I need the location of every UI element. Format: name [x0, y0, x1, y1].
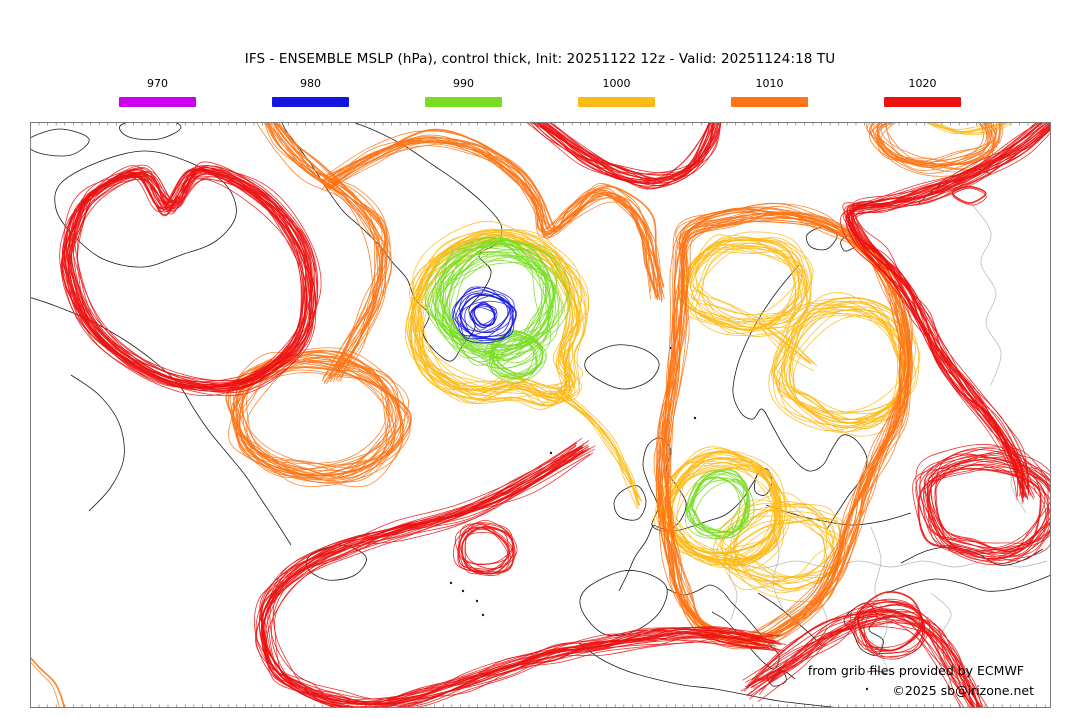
coast-denmark — [754, 468, 773, 496]
coast-newfoundland — [305, 544, 367, 581]
legend-swatch — [425, 97, 502, 107]
contour-bundle-yellow-ring-greenland — [404, 220, 590, 410]
legend-swatch — [731, 97, 808, 107]
contour-bundle-green-france-rings — [684, 468, 755, 540]
credit-ecmwf: from grib files provided by ECMWF — [807, 663, 1024, 678]
map-frame: from grib files provided by ECMWF ©2025 … — [30, 122, 1051, 708]
coast-arctic-island-1 — [31, 128, 90, 157]
coast-blacksea-south-coast — [886, 574, 1050, 594]
coast-north-africa-coast — [578, 642, 835, 707]
map-credits: from grib files provided by ECMWF ©2025 … — [808, 661, 1034, 701]
coast-arctic-island-2 — [119, 123, 182, 141]
credit-site: ©2025 sb@irizone.net — [892, 683, 1034, 698]
contour-bundle-yellow-tail-se — [548, 384, 643, 510]
contour-bundle-yellow-topright-strand — [925, 123, 1013, 136]
contour-bundle-orange-labrador-swirl — [225, 347, 412, 488]
coast-hudson-coast — [70, 374, 125, 512]
legend-item-980: 980 — [234, 77, 387, 107]
contour-bundle-yellow-europe-rings — [653, 446, 791, 572]
legend-item-1000: 1000 — [540, 77, 693, 107]
legend-label: 1010 — [755, 77, 784, 90]
contour-bundle-yellow-connector — [756, 319, 818, 372]
contour-bundle-orange-band-nw-a — [256, 123, 393, 385]
legend-label: 970 — [147, 77, 168, 90]
contour-bundle-red-c-atlantic — [253, 437, 787, 707]
pressure-legend: 970 980 990 1000 1010 1020 — [81, 77, 999, 107]
legend-label: 990 — [453, 77, 474, 90]
contour-bundle-green-greenland-blob — [424, 234, 571, 369]
border-border-lat — [730, 560, 1048, 569]
legend-label: 980 — [300, 77, 321, 90]
contour-bundle-red-greece-blob — [850, 591, 931, 660]
border-border-de — [728, 518, 738, 621]
coast-great-britain — [642, 437, 687, 532]
coast-ireland — [613, 485, 647, 521]
coast-biscay-coast — [618, 524, 654, 592]
contour-bundle-red-ring-canada — [59, 161, 322, 397]
legend-item-1010: 1010 — [693, 77, 846, 107]
legend-item-990: 990 — [387, 77, 540, 107]
legend-item-970: 970 — [81, 77, 234, 107]
contour-bundle-blue-knot — [451, 286, 517, 344]
coast-greenland — [281, 123, 503, 362]
contour-bundle-orange-corner-sw — [31, 656, 65, 707]
contour-bundle-orange-band-nw-b — [320, 128, 665, 303]
contour-bundle-blue-core — [469, 301, 498, 331]
contour-bundle-red-oval-barents — [951, 185, 987, 206]
contour-bundle-red-blacksea-swirl — [912, 443, 1050, 566]
coast-iberia — [579, 570, 668, 637]
coast-iceland — [584, 344, 660, 390]
island-dots — [449, 346, 869, 691]
legend-swatch — [884, 97, 961, 107]
coast-crete — [866, 670, 888, 675]
contour-bundle-red-greece-band — [740, 606, 988, 707]
legend-item-1020: 1020 — [846, 77, 999, 107]
legend-swatch — [272, 97, 349, 107]
legend-label: 1000 — [602, 77, 631, 90]
coast-labrador-coast — [31, 297, 292, 546]
legend-swatch — [119, 97, 196, 107]
border-border-russia-1 — [970, 202, 1002, 386]
legend-swatch — [578, 97, 655, 107]
legend-label: 1020 — [908, 77, 937, 90]
contour-bundle-red-dip-iceland — [526, 123, 722, 190]
map-title: IFS - ENSEMBLE MSLP (hPa), control thick… — [244, 51, 836, 67]
contour-bundle-red-knot-azores — [453, 519, 518, 576]
contour-bundle-yellow-svalbard-swirl — [676, 231, 814, 337]
mslp-spaghetti-map — [31, 123, 1050, 707]
